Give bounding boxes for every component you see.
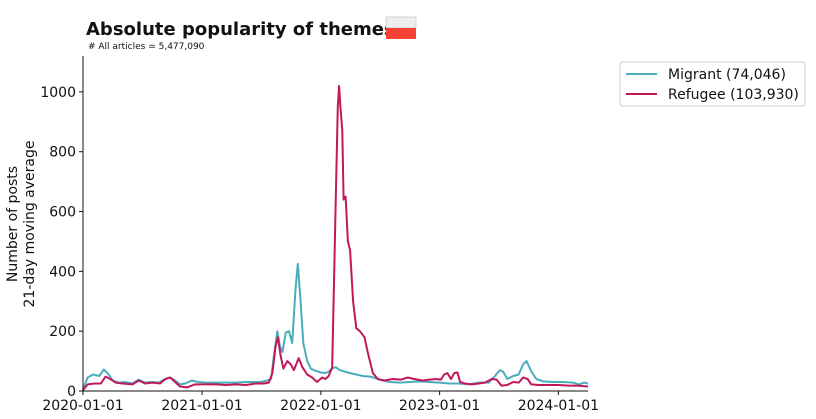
legend-label: Migrant (74,046) [668, 67, 786, 83]
x-tick-label: 2020-01-01 [42, 398, 123, 414]
y-tick-label: 400 [49, 264, 76, 280]
legend-label: Refugee (103,930) [668, 87, 799, 103]
x-tick-label: 2022-01-01 [280, 398, 361, 414]
y-axis-title: Number of posts 21-day moving average [5, 141, 38, 308]
y-axis-title-line-2: 21-day moving average [22, 141, 38, 308]
series-line-1 [82, 262, 589, 390]
x-ticks: 2020-01-01 2021-01-01 2022-01-01 2023-01-01… [42, 391, 599, 414]
chart-subtitle: # All articles = 5,477,090 [88, 42, 205, 52]
series-layer [82, 84, 589, 391]
y-tick-label: 1000 [40, 85, 76, 101]
flag-top-band [385, 16, 417, 29]
poland-flag-icon [385, 16, 417, 39]
chart-title: Absolute popularity of themes [86, 19, 395, 40]
legend-frame [619, 61, 806, 107]
y-tick-label: 800 [49, 145, 76, 161]
flag-bottom-band [386, 28, 416, 39]
x-tick-label: 2023-01-01 [399, 398, 480, 414]
y-ticks: 0 200 400 600 800 1000 [40, 85, 83, 400]
legend: Migrant (74,046) Refugee (103,930) [619, 61, 806, 107]
x-tick-label: 2021-01-01 [161, 398, 242, 414]
series-line-2 [82, 84, 589, 391]
y-tick-label: 600 [49, 205, 76, 221]
y-tick-label: 0 [67, 384, 76, 400]
y-axis-title-line-1: Number of posts [5, 166, 21, 282]
y-tick-label: 200 [49, 324, 76, 340]
legend-items: Migrant (74,046) Refugee (103,930) [626, 67, 799, 103]
x-tick-label: 2024-01-01 [518, 398, 599, 414]
